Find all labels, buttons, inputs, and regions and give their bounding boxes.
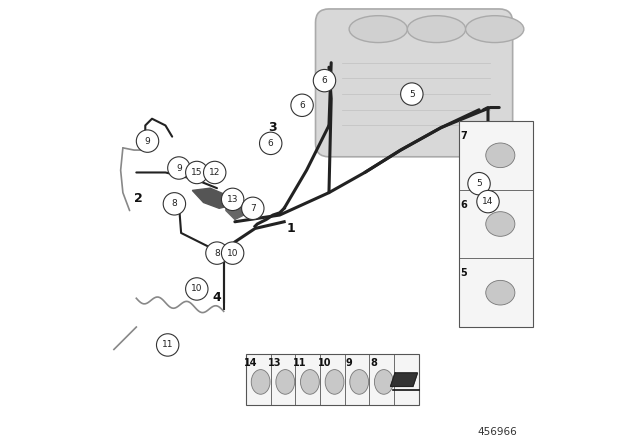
Text: 6: 6 xyxy=(268,139,273,148)
Text: 9: 9 xyxy=(176,164,182,172)
Ellipse shape xyxy=(276,370,294,394)
Text: 1: 1 xyxy=(287,222,295,235)
Ellipse shape xyxy=(325,370,344,394)
FancyBboxPatch shape xyxy=(316,9,513,157)
Ellipse shape xyxy=(486,212,515,237)
Circle shape xyxy=(221,188,244,211)
Polygon shape xyxy=(390,373,417,386)
Text: 5: 5 xyxy=(409,90,415,99)
Text: 11: 11 xyxy=(162,340,173,349)
Ellipse shape xyxy=(252,370,270,394)
Text: 10: 10 xyxy=(191,284,202,293)
Circle shape xyxy=(242,197,264,220)
Text: 14: 14 xyxy=(244,358,257,368)
Ellipse shape xyxy=(408,16,466,43)
Circle shape xyxy=(401,83,423,105)
Circle shape xyxy=(136,130,159,152)
Text: 10: 10 xyxy=(227,249,238,258)
Circle shape xyxy=(186,278,208,300)
Text: 6: 6 xyxy=(322,76,327,85)
Ellipse shape xyxy=(349,16,408,43)
Polygon shape xyxy=(192,188,228,208)
Text: 8: 8 xyxy=(172,199,177,208)
Text: 8: 8 xyxy=(214,249,220,258)
Ellipse shape xyxy=(486,143,515,168)
Bar xyxy=(459,121,532,327)
Circle shape xyxy=(291,94,314,116)
Text: 7: 7 xyxy=(460,131,467,141)
Circle shape xyxy=(221,242,244,264)
Text: 8: 8 xyxy=(370,358,377,368)
Circle shape xyxy=(206,242,228,264)
Text: 4: 4 xyxy=(212,291,221,305)
Circle shape xyxy=(260,132,282,155)
Text: 12: 12 xyxy=(209,168,220,177)
Text: 5: 5 xyxy=(476,179,482,188)
Ellipse shape xyxy=(466,16,524,43)
Circle shape xyxy=(468,172,490,195)
Circle shape xyxy=(168,157,190,179)
Ellipse shape xyxy=(301,370,319,394)
Text: 9: 9 xyxy=(346,358,352,368)
Text: 7: 7 xyxy=(250,204,255,213)
Text: 10: 10 xyxy=(317,358,331,368)
Text: 13: 13 xyxy=(268,358,282,368)
Ellipse shape xyxy=(350,370,369,394)
Circle shape xyxy=(186,161,208,184)
Text: 2: 2 xyxy=(134,191,143,205)
Ellipse shape xyxy=(486,280,515,305)
Circle shape xyxy=(314,69,336,92)
Polygon shape xyxy=(226,199,244,220)
Circle shape xyxy=(157,334,179,356)
Ellipse shape xyxy=(374,370,393,394)
Text: 6: 6 xyxy=(460,200,467,210)
Text: 13: 13 xyxy=(227,195,238,204)
Text: 5: 5 xyxy=(460,268,467,279)
Circle shape xyxy=(163,193,186,215)
Text: 456966: 456966 xyxy=(477,427,517,437)
Text: 15: 15 xyxy=(191,168,202,177)
Text: 11: 11 xyxy=(293,358,307,368)
Text: 9: 9 xyxy=(145,137,150,146)
Text: 14: 14 xyxy=(483,197,493,206)
Circle shape xyxy=(477,190,499,213)
Text: 3: 3 xyxy=(269,121,277,134)
Text: 6: 6 xyxy=(300,101,305,110)
Bar xyxy=(246,354,419,405)
Circle shape xyxy=(204,161,226,184)
